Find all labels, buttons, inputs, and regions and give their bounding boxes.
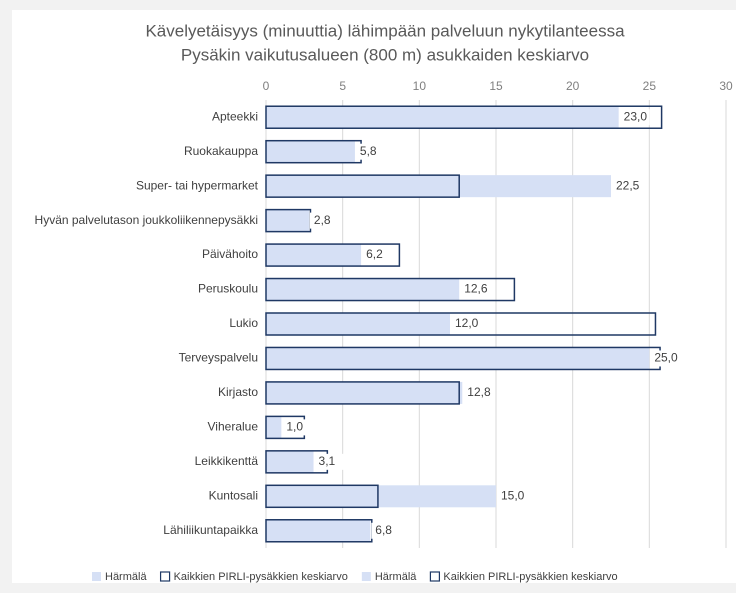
label-box (282, 419, 313, 436)
bar (266, 140, 355, 163)
x-tick-label: 0 (263, 79, 270, 93)
data-label: 3,1 (319, 454, 336, 468)
x-tick-label: 10 (413, 79, 427, 93)
data-label: 6,2 (366, 247, 383, 261)
data-label: 5,8 (360, 144, 377, 158)
chart-subtitle: Pysäkin vaikutusalueen (800 m) asukkaide… (181, 45, 589, 64)
legend-swatch (159, 571, 171, 582)
x-tick-label: 25 (643, 79, 657, 93)
label-box (371, 522, 402, 539)
legend-label: Kaikkien PIRLI-pysäkkien keskiarvo (174, 571, 348, 583)
bar (265, 381, 460, 405)
legend-label: Härmälä (105, 571, 147, 583)
data-label: 12,6 (464, 282, 488, 296)
x-tick-label: 15 (489, 79, 503, 93)
y-tick-label: Kuntosali (209, 488, 258, 502)
y-tick-label: Peruskoulu (198, 282, 258, 296)
x-tick-label: 20 (566, 79, 580, 93)
bar (266, 347, 650, 370)
label-box (355, 143, 386, 160)
y-tick-label: Terveyspalvelu (179, 351, 258, 365)
label-box (451, 316, 481, 332)
bar (265, 312, 657, 336)
bar (266, 278, 460, 301)
data-label: 15,0 (501, 488, 525, 502)
y-tick-label: Leikkikenttä (195, 454, 259, 468)
y-tick-label: Päivähoito (202, 247, 258, 261)
bar (265, 174, 460, 198)
label-box (314, 453, 345, 470)
y-tick-label: Apteekki (212, 109, 258, 123)
bar (266, 244, 362, 267)
label-box (463, 384, 494, 401)
label-box (612, 178, 642, 195)
bar (266, 175, 611, 198)
label-box (309, 212, 340, 229)
bar (266, 209, 309, 232)
y-tick-label: Super- tai hypermarket (136, 178, 259, 192)
x-tick-label: 30 (719, 79, 733, 93)
data-label: 23,0 (624, 109, 648, 123)
bar (265, 484, 379, 509)
legend-label: Kaikkien PIRLI-pysäkkien keskiarvo (443, 571, 617, 583)
data-label: 25,0 (654, 351, 678, 365)
data-label: 12,0 (455, 316, 479, 330)
x-tick-label: 5 (339, 79, 346, 93)
data-label: 2,8 (314, 213, 331, 227)
label-box (619, 109, 650, 126)
bar (266, 450, 314, 473)
bar (266, 313, 450, 335)
data-label: 6,8 (375, 523, 392, 537)
label-box (362, 247, 393, 264)
bar (266, 106, 619, 129)
y-tick-label: Lähiliikuntapaikka (163, 523, 258, 537)
label-box (460, 281, 491, 298)
bar (266, 381, 463, 404)
y-tick-label: Lukio (229, 316, 258, 330)
data-label: 12,8 (467, 385, 491, 399)
y-tick-label: Viheralue (208, 420, 259, 434)
y-tick-label: Kirjasto (218, 385, 258, 399)
legend-swatch (92, 572, 101, 581)
legend-label: Härmälä (375, 571, 417, 583)
label-box (650, 350, 681, 367)
chart-title: Kävelyetäisyys (minuuttia) lähimpään pal… (145, 21, 625, 40)
bar (266, 485, 496, 508)
legend-swatch (361, 572, 371, 581)
legend-swatch (429, 571, 441, 582)
bar (266, 519, 371, 542)
bar (265, 277, 516, 302)
data-label: 1,0 (286, 420, 303, 434)
bar (265, 105, 663, 129)
bar (266, 416, 282, 439)
y-tick-label: Hyvän palvelutason joukkoliikennepysäkki (35, 213, 258, 227)
data-label: 22,5 (616, 178, 640, 192)
label-box (497, 488, 527, 505)
y-tick-label: Ruokakauppa (184, 144, 258, 158)
bar (265, 243, 401, 267)
